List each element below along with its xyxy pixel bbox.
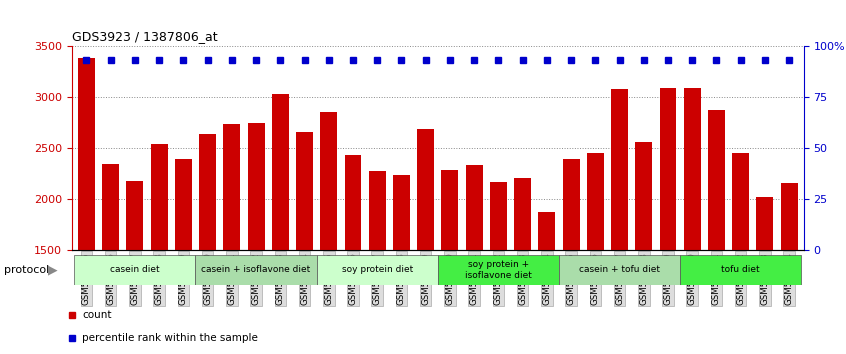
Bar bbox=[321, 112, 338, 354]
Text: count: count bbox=[82, 310, 112, 320]
Bar bbox=[223, 124, 240, 354]
Bar bbox=[559, 255, 680, 285]
Text: casein + isoflavone diet: casein + isoflavone diet bbox=[201, 266, 310, 274]
Bar bbox=[514, 178, 531, 354]
Bar bbox=[151, 144, 168, 354]
Bar bbox=[490, 182, 507, 354]
Bar bbox=[248, 124, 265, 354]
Text: GDS3923 / 1387806_at: GDS3923 / 1387806_at bbox=[72, 30, 217, 44]
Bar bbox=[195, 255, 316, 285]
Bar bbox=[126, 181, 143, 354]
Bar bbox=[680, 255, 801, 285]
Text: protocol: protocol bbox=[4, 265, 49, 275]
Bar bbox=[708, 110, 725, 354]
Bar bbox=[563, 159, 580, 354]
Bar bbox=[442, 170, 459, 354]
Bar bbox=[660, 88, 677, 354]
Text: soy protein +
isoflavone diet: soy protein + isoflavone diet bbox=[465, 260, 532, 280]
Bar bbox=[296, 132, 313, 354]
Bar bbox=[417, 130, 434, 354]
Bar bbox=[611, 89, 628, 354]
Bar bbox=[587, 153, 604, 354]
Bar bbox=[175, 159, 192, 354]
Bar bbox=[684, 88, 700, 354]
Bar bbox=[78, 58, 95, 354]
Text: ▶: ▶ bbox=[48, 264, 58, 276]
Bar bbox=[316, 255, 437, 285]
Text: percentile rank within the sample: percentile rank within the sample bbox=[82, 333, 258, 343]
Bar bbox=[756, 197, 773, 354]
Bar bbox=[102, 164, 119, 354]
Bar bbox=[199, 133, 216, 354]
Bar bbox=[74, 255, 195, 285]
Bar bbox=[538, 212, 555, 354]
Text: casein diet: casein diet bbox=[110, 266, 160, 274]
Bar bbox=[781, 183, 798, 354]
Text: casein + tofu diet: casein + tofu diet bbox=[579, 266, 660, 274]
Bar bbox=[437, 255, 559, 285]
Bar bbox=[635, 142, 652, 354]
Bar bbox=[369, 171, 386, 354]
Bar bbox=[733, 153, 750, 354]
Text: tofu diet: tofu diet bbox=[722, 266, 760, 274]
Bar bbox=[465, 165, 482, 354]
Bar bbox=[393, 175, 410, 354]
Bar bbox=[272, 94, 288, 354]
Text: soy protein diet: soy protein diet bbox=[342, 266, 413, 274]
Bar bbox=[344, 155, 361, 354]
